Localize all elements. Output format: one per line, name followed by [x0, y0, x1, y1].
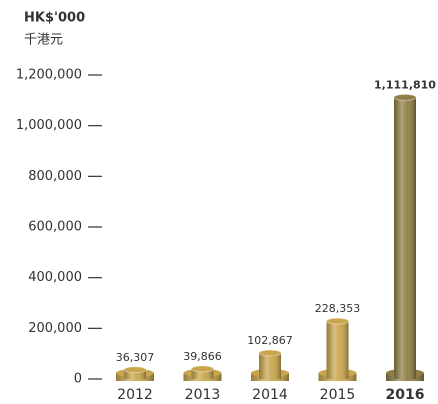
bar-top	[327, 318, 349, 324]
value-label: 39,866	[183, 350, 222, 363]
x-tick-label: 2012	[117, 387, 153, 403]
y-tick-label: 1,000,000	[16, 118, 82, 133]
chart: HK$'000 千港元 0 200,000 400,000 600,000 800,00…	[0, 0, 438, 404]
value-label: 228,353	[315, 302, 361, 315]
x-tick-label: 2014	[252, 387, 288, 403]
unit-label-chinese: 千港元	[24, 33, 63, 48]
value-label: 1,111,810	[374, 78, 436, 91]
bar-top	[394, 94, 416, 100]
x-tick-label: 2013	[185, 387, 221, 403]
bar-top	[124, 367, 146, 373]
x-tick-label: 2015	[320, 387, 356, 403]
y-tick-label: 1,200,000	[16, 68, 82, 83]
bar-shade	[394, 97, 416, 379]
value-label: 36,307	[116, 351, 155, 364]
bar-top	[259, 350, 281, 356]
y-tick-label: 400,000	[28, 270, 82, 285]
bar-top	[192, 366, 214, 372]
bar-shade	[259, 353, 281, 379]
x-tick-label: 2016	[386, 387, 425, 403]
y-tick-label: 600,000	[28, 220, 82, 235]
value-label: 102,867	[247, 334, 293, 347]
y-tick-label: 800,000	[28, 169, 82, 184]
bar-shade	[327, 321, 349, 379]
y-tick-label: 0	[74, 372, 82, 387]
y-tick-label: 200,000	[28, 321, 82, 336]
unit-label: HK$'000	[24, 11, 85, 26]
